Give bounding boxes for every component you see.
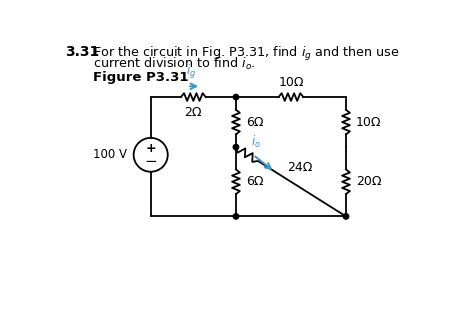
Text: 6Ω: 6Ω: [246, 116, 264, 129]
Text: 24Ω: 24Ω: [287, 161, 312, 174]
Text: For the circuit in Fig. P3.31, find $i_g$ and then use: For the circuit in Fig. P3.31, find $i_g…: [93, 45, 400, 63]
Circle shape: [343, 214, 349, 219]
Text: Figure P3.31: Figure P3.31: [93, 71, 189, 84]
Circle shape: [233, 214, 239, 219]
Text: 10Ω: 10Ω: [356, 116, 382, 129]
Text: 6Ω: 6Ω: [246, 175, 264, 188]
Text: $i_o$: $i_o$: [251, 134, 261, 150]
Text: −: −: [144, 154, 157, 169]
Text: +: +: [146, 142, 156, 155]
Circle shape: [233, 95, 239, 100]
Text: 2Ω: 2Ω: [184, 106, 202, 119]
Text: $i_g$: $i_g$: [186, 63, 196, 81]
Text: current division to find $i_o$.: current division to find $i_o$.: [93, 55, 256, 71]
Circle shape: [233, 144, 239, 150]
Text: 10Ω: 10Ω: [278, 76, 304, 90]
Text: 3.31: 3.31: [64, 45, 99, 59]
Text: 20Ω: 20Ω: [356, 175, 382, 188]
Text: 100 V: 100 V: [93, 148, 128, 161]
